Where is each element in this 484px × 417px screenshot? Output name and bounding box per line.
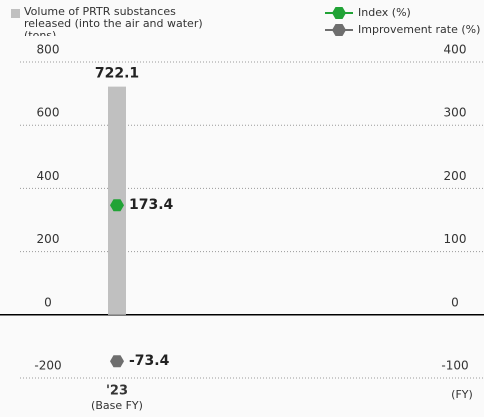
- y2-tick-label: -100: [441, 359, 468, 373]
- legend-marker: [332, 7, 346, 19]
- y-tick-label: 200: [37, 232, 60, 246]
- x-unit: (FY): [451, 388, 473, 401]
- y-tick-label: 600: [37, 106, 60, 120]
- y2-tick-label: 0: [451, 295, 459, 309]
- x-tick-label: '23: [106, 384, 128, 399]
- value-label: 173.4: [129, 197, 174, 213]
- y-tick-label: 400: [37, 169, 60, 183]
- legend-label: Volume of PRTR substances released (into…: [24, 6, 203, 36]
- value-label: -73.4: [129, 353, 170, 369]
- legend-label: Index (%): [358, 6, 411, 19]
- y2-tick-label: 100: [444, 232, 467, 246]
- point-marker: [110, 355, 124, 368]
- legend-label-box: Volume of PRTR substances released (into…: [24, 6, 203, 36]
- x-tick-note: (Base FY): [91, 399, 143, 412]
- y-tick-label: 0: [44, 295, 52, 309]
- y-tick-label: -200: [34, 359, 61, 373]
- legend-swatch: [11, 9, 20, 18]
- y2-tick-label: 400: [444, 43, 467, 57]
- y2-tick-label: 200: [444, 169, 467, 183]
- y-tick-label: 800: [37, 43, 60, 57]
- y2-tick-label: 300: [444, 106, 467, 120]
- legend-label: Improvement rate (%): [358, 23, 480, 36]
- point-marker: [110, 199, 124, 212]
- value-label: 722.1: [95, 66, 139, 82]
- legend-marker: [332, 24, 346, 36]
